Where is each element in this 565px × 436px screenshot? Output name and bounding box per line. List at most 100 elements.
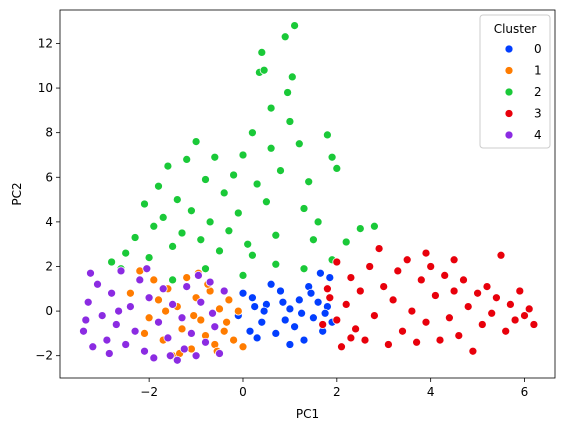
data-point-cluster-2: [182, 155, 192, 164]
data-point-cluster-3: [496, 250, 506, 260]
data-point-cluster-3: [435, 335, 445, 345]
legend-marker-3: [504, 109, 514, 118]
legend-label-4: 4: [534, 128, 542, 142]
data-point-cluster-2: [168, 242, 177, 251]
data-point-cluster-3: [492, 293, 501, 303]
data-point-cluster-2: [327, 152, 337, 162]
data-point-cluster-2: [294, 139, 304, 149]
data-point-cluster-2: [271, 230, 281, 240]
data-point-cluster-4: [194, 271, 203, 280]
data-point-cluster-0: [313, 297, 323, 307]
data-point-cluster-4: [187, 329, 196, 338]
data-point-cluster-3: [449, 255, 459, 265]
data-point-cluster-2: [290, 21, 299, 30]
data-point-cluster-2: [283, 88, 292, 97]
data-point-cluster-0: [257, 317, 267, 327]
data-point-cluster-1: [229, 335, 238, 345]
x-axis: −2 0 2 4 6: [140, 378, 528, 399]
data-point-cluster-4: [179, 344, 189, 354]
data-point-cluster-2: [201, 264, 210, 274]
data-point-cluster-2: [276, 166, 285, 175]
data-point-cluster-3: [318, 320, 328, 329]
y-tick-label: 10: [38, 81, 53, 95]
data-point-cluster-3: [416, 275, 426, 285]
data-point-cluster-3: [440, 271, 450, 280]
data-point-cluster-2: [140, 199, 149, 209]
data-point-cluster-4: [210, 322, 220, 332]
data-point-cluster-2: [121, 248, 131, 258]
data-point-cluster-3: [529, 320, 539, 329]
data-point-cluster-4: [177, 313, 187, 323]
data-point-cluster-2: [233, 208, 243, 218]
data-point-cluster-3: [431, 291, 440, 300]
data-point-cluster-3: [341, 300, 351, 309]
data-point-cluster-2: [210, 152, 220, 162]
data-point-cluster-2: [332, 164, 342, 173]
data-point-cluster-3: [351, 324, 360, 334]
data-point-cluster-4: [158, 284, 168, 294]
data-point-cluster-2: [224, 226, 234, 236]
data-point-cluster-0: [297, 308, 306, 318]
data-point-cluster-3: [379, 282, 389, 291]
data-point-cluster-0: [276, 286, 285, 296]
data-point-cluster-2: [215, 246, 224, 256]
legend-items: 0 1 2 3 4: [504, 42, 542, 142]
data-point-cluster-4: [116, 266, 126, 276]
y-tick-label: 6: [45, 170, 53, 184]
data-point-cluster-2: [107, 257, 116, 267]
data-point-cluster-4: [168, 300, 177, 309]
data-point-cluster-2: [299, 204, 309, 213]
data-point-cluster-3: [384, 340, 393, 349]
data-point-cluster-4: [104, 349, 114, 358]
data-point-cluster-3: [501, 326, 511, 336]
data-point-cluster-1: [215, 304, 224, 314]
data-point-cluster-1: [144, 313, 154, 323]
data-point-cluster-2: [323, 130, 332, 140]
data-point-cluster-3: [325, 293, 335, 303]
data-point-cluster-4: [126, 302, 135, 311]
data-point-cluster-4: [121, 340, 131, 349]
data-point-cluster-0: [290, 322, 299, 332]
data-point-cluster-4: [201, 337, 210, 347]
data-point-cluster-0: [320, 308, 330, 318]
data-point-cluster-4: [149, 353, 159, 363]
data-point-cluster-3: [407, 306, 417, 316]
data-point-cluster-2: [168, 275, 177, 285]
data-point-cluster-2: [259, 65, 269, 75]
data-point-cluster-2: [158, 213, 168, 222]
x-tick-label: −2: [140, 385, 158, 399]
data-point-cluster-4: [191, 351, 201, 361]
data-point-cluster-0: [299, 335, 309, 345]
data-point-cluster-2: [177, 228, 187, 238]
data-point-cluster-4: [154, 317, 163, 327]
legend-frame: [479, 14, 551, 149]
data-point-cluster-2: [163, 161, 173, 171]
points-layer: [79, 21, 539, 365]
data-point-cluster-2: [304, 177, 314, 187]
data-point-cluster-4: [172, 355, 182, 365]
data-point-cluster-2: [252, 179, 262, 189]
data-point-cluster-2: [313, 217, 323, 227]
data-point-cluster-4: [208, 308, 217, 318]
data-point-cluster-0: [285, 304, 295, 314]
data-point-cluster-4: [111, 320, 121, 329]
data-point-cluster-0: [325, 273, 335, 282]
data-point-cluster-1: [126, 288, 135, 298]
data-point-cluster-2: [355, 224, 365, 233]
data-point-cluster-3: [360, 335, 370, 345]
data-point-cluster-1: [189, 311, 199, 320]
data-point-cluster-2: [243, 239, 253, 249]
data-point-cluster-3: [459, 275, 468, 285]
x-tick-label: 4: [427, 385, 435, 399]
data-point-cluster-4: [79, 326, 88, 336]
data-point-cluster-2: [191, 137, 201, 146]
data-point-cluster-3: [445, 313, 454, 323]
data-point-cluster-2: [205, 217, 215, 227]
data-point-cluster-4: [81, 315, 91, 325]
data-point-cluster-2: [238, 150, 248, 160]
data-point-cluster-4: [215, 349, 224, 358]
legend-label-0: 0: [534, 42, 542, 56]
data-point-cluster-3: [370, 311, 379, 320]
